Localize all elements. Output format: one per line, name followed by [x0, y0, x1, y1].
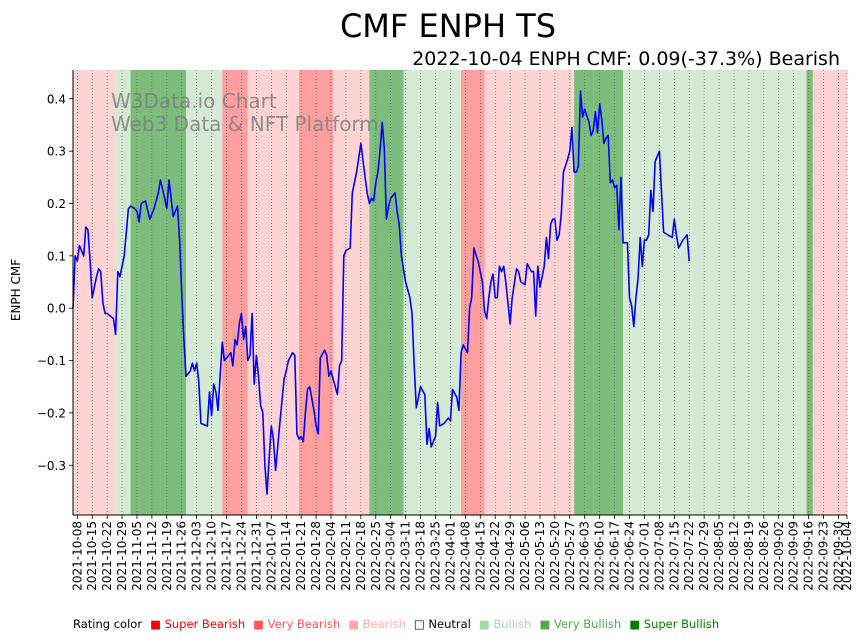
x-tick-label-47: 2022-09-02: [772, 521, 786, 591]
rating-band-18: [806, 70, 813, 515]
x-tick-label-51: 2022-09-30: [831, 521, 845, 591]
rating-band-13: [461, 70, 485, 515]
x-tick-label-10: 2021-12-17: [220, 521, 234, 591]
x-tick-label-39: 2022-07-08: [652, 521, 666, 591]
legend-label: Rating color: [73, 617, 143, 631]
rating-band-10: [369, 70, 391, 515]
x-tick-label-40: 2022-07-15: [667, 521, 681, 591]
legend-item-bearish: ■ Bearish: [348, 617, 406, 631]
x-tick-label-30: 2022-05-06: [518, 521, 532, 591]
x-tick-label-43: 2022-08-05: [712, 521, 726, 591]
x-tick-label-24: 2022-03-25: [428, 521, 442, 591]
x-tick-label-16: 2022-01-28: [309, 521, 323, 591]
chart-title: CMF ENPH TS: [340, 7, 556, 45]
x-tick-label-41: 2022-07-22: [682, 521, 696, 591]
x-tick-label-45: 2022-08-19: [742, 521, 756, 591]
x-tick-label-46: 2022-08-26: [757, 521, 771, 591]
legend-item-super-bearish: ■ Super Bearish: [150, 617, 246, 631]
x-tick-label-9: 2021-12-10: [205, 521, 219, 591]
y-axis-label: ENPH CMF: [9, 259, 23, 321]
rating-band-12: [403, 70, 462, 515]
y-tick-label-4: 0.0: [47, 302, 66, 316]
y-tick-label-0: 0.4: [47, 92, 66, 106]
x-tick-label-34: 2022-06-03: [578, 521, 592, 591]
rating-band-5: [222, 70, 248, 515]
x-tick-label-49: 2022-09-16: [802, 521, 816, 591]
x-tick-label-36: 2022-06-17: [608, 521, 622, 591]
x-tick-label-52: 2022-10-04: [840, 521, 854, 591]
chart-subtitle: 2022-10-04 ENPH CMF: 0.09(-37.3%) Bearis…: [412, 48, 840, 70]
x-tick-label-13: 2022-01-07: [264, 521, 278, 591]
x-tick-label-38: 2022-07-01: [637, 521, 651, 591]
x-tick-label-42: 2022-07-29: [697, 521, 711, 591]
rating-band-2: [130, 70, 161, 515]
x-tick-label-19: 2022-02-18: [354, 521, 368, 591]
legend-item-neutral: □ Neutral: [413, 617, 471, 631]
series-layer: [72, 90, 690, 495]
x-tick-label-15: 2022-01-21: [294, 521, 308, 591]
x-tick-label-28: 2022-04-22: [488, 521, 502, 591]
legend-item-very-bearish: ■ Very Bearish: [253, 617, 341, 631]
watermark: W3Data.io Chart Web3 Data & NFT Platform: [111, 89, 379, 136]
x-tick-label-18: 2022-02-11: [339, 521, 353, 591]
x-tick-label-17: 2022-02-04: [324, 521, 338, 591]
x-tick-label-31: 2022-05-13: [533, 521, 547, 591]
legend-items: ■ Super Bearish ■ Very Bearish ■ Bearish □ …: [150, 617, 727, 631]
legend-item-super-bullish: ■ Super Bullish: [629, 617, 720, 631]
x-tick-label-4: 2021-11-05: [130, 521, 144, 591]
rating-band-6: [247, 70, 259, 515]
x-tick-label-12: 2021-12-31: [249, 521, 263, 591]
rating-bands: [73, 70, 847, 515]
rating-band-4: [186, 70, 223, 515]
x-tick-label-37: 2022-06-24: [623, 521, 637, 591]
rating-band-9: [333, 70, 370, 515]
y-tick-label-7: −0.3: [37, 459, 66, 473]
watermark-line-1: W3Data.io Chart: [111, 89, 277, 113]
rating-band-17: [623, 70, 807, 515]
x-tick-label-32: 2022-05-20: [548, 521, 562, 591]
legend-item-bullish: ■ Bullish: [478, 617, 532, 631]
watermark-line-2: Web3 Data & NFT Platform: [111, 112, 379, 136]
y-tick-label-6: −0.2: [37, 406, 66, 420]
rating-band-0: [73, 70, 116, 515]
x-tick-label-2: 2021-10-22: [100, 521, 114, 591]
x-tick-label-27: 2022-04-15: [473, 521, 487, 591]
x-tick-label-25: 2022-04-01: [443, 521, 457, 591]
x-tick-label-1: 2021-10-15: [85, 521, 99, 591]
rating-band-14: [484, 70, 575, 515]
y-tick-label-3: 0.1: [47, 249, 66, 263]
x-tick-label-7: 2021-11-26: [175, 521, 189, 591]
y-tick-label-5: −0.1: [37, 354, 66, 368]
y-tick-label-1: 0.3: [47, 145, 66, 159]
x-tick-label-11: 2021-12-24: [234, 521, 248, 591]
x-tick-label-26: 2022-04-08: [458, 521, 472, 591]
x-tick-label-8: 2021-12-03: [190, 521, 204, 591]
x-tick-label-48: 2022-09-09: [787, 521, 801, 591]
rating-legend: Rating color ■ Super Bearish ■ Very Beari…: [73, 617, 727, 631]
x-tick-label-5: 2021-11-12: [145, 521, 159, 591]
rating-band-15: [574, 70, 594, 515]
x-tick-label-21: 2022-03-04: [384, 521, 398, 591]
rating-band-11: [390, 70, 404, 515]
x-tick-label-14: 2022-01-14: [279, 521, 293, 591]
x-tick-label-6: 2021-11-19: [160, 521, 174, 591]
x-tick-label-20: 2022-02-25: [369, 521, 383, 591]
series-line-0: [72, 90, 690, 495]
x-tick-label-22: 2022-03-11: [399, 521, 413, 591]
rating-band-1: [115, 70, 131, 515]
x-tick-label-0: 2021-10-08: [70, 521, 84, 591]
x-tick-label-3: 2021-10-29: [115, 521, 129, 591]
x-tick-label-35: 2022-06-10: [593, 521, 607, 591]
y-tick-label-2: 0.2: [47, 197, 66, 211]
rating-band-19: [812, 70, 847, 515]
x-tick-label-33: 2022-05-27: [563, 521, 577, 591]
axes: 2021-10-08 2021-10-15 2021-10-22 2021-10-29…: [37, 70, 854, 591]
legend-item-very-bullish: ■ Very Bullish: [539, 617, 622, 631]
x-tick-label-44: 2022-08-12: [727, 521, 741, 591]
x-tick-label-23: 2022-03-18: [414, 521, 428, 591]
x-tick-label-29: 2022-04-29: [503, 521, 517, 591]
x-tick-label-50: 2022-09-23: [817, 521, 831, 591]
